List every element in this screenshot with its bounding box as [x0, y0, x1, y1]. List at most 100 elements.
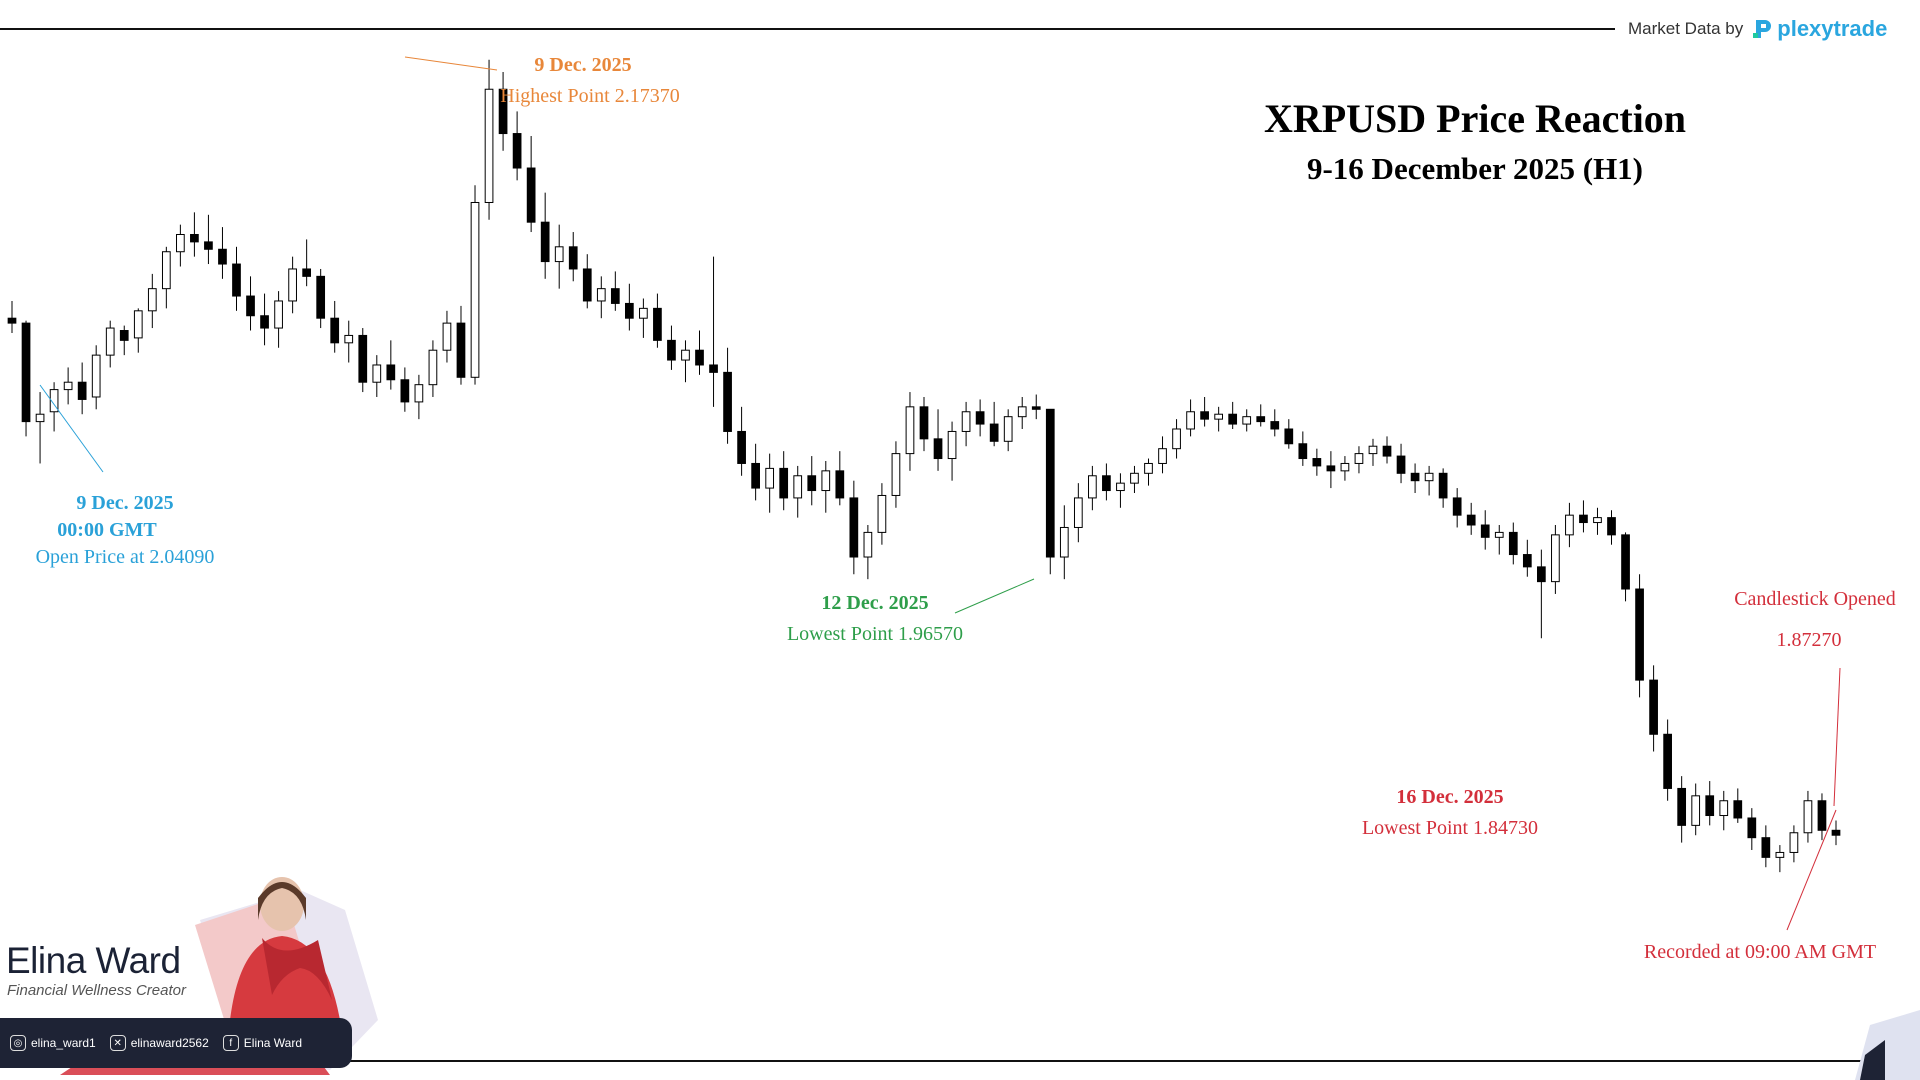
candle-body	[428, 349, 438, 386]
facebook-link[interactable]: f Elina Ward	[222, 1035, 302, 1051]
candle	[1761, 825, 1771, 868]
candle-body	[260, 315, 269, 329]
corner-decoration	[1855, 1010, 1920, 1080]
candle-body	[246, 295, 255, 317]
candle	[77, 362, 87, 415]
x-handle: elinaward2562	[130, 1036, 209, 1050]
candle-body	[1396, 455, 1406, 474]
candle	[695, 330, 704, 375]
candle-body	[821, 470, 831, 492]
candle	[1452, 488, 1462, 528]
candle-body	[302, 268, 312, 277]
candle	[596, 276, 606, 319]
candle-body	[344, 334, 354, 344]
candle	[1719, 790, 1729, 831]
candle	[1817, 793, 1827, 841]
candle	[274, 291, 283, 348]
annotation-candlestick-opened: Candlestick Opened 1.87270	[1710, 588, 1920, 652]
candle	[1270, 409, 1280, 437]
candle	[1116, 473, 1125, 508]
candle-body	[119, 330, 129, 341]
candle	[218, 227, 227, 279]
candle-body	[1284, 428, 1294, 445]
candle-body	[274, 300, 283, 329]
brand-logo: plexytrade	[1753, 16, 1887, 42]
candle	[372, 355, 382, 397]
candle	[470, 185, 480, 385]
candle	[1438, 468, 1448, 508]
candle-body	[1200, 411, 1209, 420]
candle	[330, 300, 340, 353]
annotation-high-date: 9 Dec. 2025	[534, 54, 632, 76]
candle	[1747, 808, 1757, 850]
candle-body	[21, 322, 31, 423]
candle-body	[1242, 416, 1252, 425]
profile-name: Elina Ward	[6, 940, 181, 981]
candle	[105, 320, 115, 368]
candle-body	[1677, 787, 1687, 826]
candle-body	[63, 381, 73, 391]
candle-body	[1621, 534, 1630, 590]
candle-body	[849, 497, 859, 558]
candle-body	[218, 248, 227, 265]
candle	[161, 246, 171, 309]
candle-body	[498, 88, 508, 135]
candle	[554, 224, 564, 289]
candle-body	[316, 275, 326, 319]
annotation-open-time: 00:00 GMT	[57, 519, 157, 541]
candle	[807, 456, 817, 506]
facebook-icon: f	[222, 1035, 239, 1051]
candle-body	[610, 288, 620, 304]
x-link[interactable]: ✕ elinaward2562	[109, 1035, 209, 1051]
candle-body	[1536, 566, 1546, 583]
annotation-highest-point: 9 Dec. 2025 Highest Point 2.17370	[480, 54, 700, 108]
candle-body	[1158, 448, 1167, 464]
candle	[232, 246, 241, 311]
candle-body	[512, 133, 522, 169]
candle	[1733, 788, 1743, 823]
candle	[933, 409, 943, 471]
candle-body	[400, 379, 410, 403]
candle	[681, 340, 690, 383]
candle-body	[793, 475, 803, 499]
annotation-low12-text: Lowest Point 1.96570	[786, 623, 964, 645]
candle	[1312, 448, 1322, 476]
candle-body	[1593, 517, 1602, 524]
candle	[891, 441, 901, 508]
candle-body	[933, 438, 943, 460]
candle	[1256, 404, 1266, 427]
candle-body	[1579, 514, 1588, 524]
instagram-link[interactable]: ◎ elina_ward1	[10, 1035, 96, 1051]
candle-body	[863, 531, 873, 558]
candle	[119, 325, 129, 356]
candle-body	[891, 453, 901, 496]
candle-body	[1073, 497, 1083, 528]
candle-body	[1424, 472, 1434, 482]
candle-body	[961, 411, 971, 432]
open-price-pointer	[39, 384, 104, 473]
candle	[1144, 458, 1153, 486]
candle-body	[1747, 817, 1757, 839]
candle-body	[1635, 588, 1644, 681]
candlestick-opened-pointer	[1833, 667, 1841, 807]
candle-body	[161, 251, 171, 290]
annotation-lowest-dec16: 16 Dec. 2025 Lowest Point 1.84730	[1340, 786, 1560, 840]
candle	[975, 399, 985, 437]
candle-body	[1102, 475, 1111, 492]
candle	[1186, 399, 1195, 437]
annotation-open-text: Open Price at 2.04090	[35, 546, 215, 568]
candle-body	[1045, 408, 1055, 558]
candle-body	[1256, 416, 1266, 423]
candle	[1565, 502, 1574, 548]
candle	[582, 254, 592, 309]
plexytrade-logo-icon	[1753, 20, 1772, 38]
candle-body	[709, 364, 718, 373]
annotation-low16-text: Lowest Point 1.84730	[1361, 817, 1539, 839]
brand: Market Data by plexytrade	[1628, 16, 1887, 42]
candle-body	[414, 384, 424, 403]
candle	[1508, 522, 1518, 565]
candle	[1649, 665, 1658, 752]
candle	[1298, 431, 1308, 466]
candle-body	[190, 233, 199, 243]
